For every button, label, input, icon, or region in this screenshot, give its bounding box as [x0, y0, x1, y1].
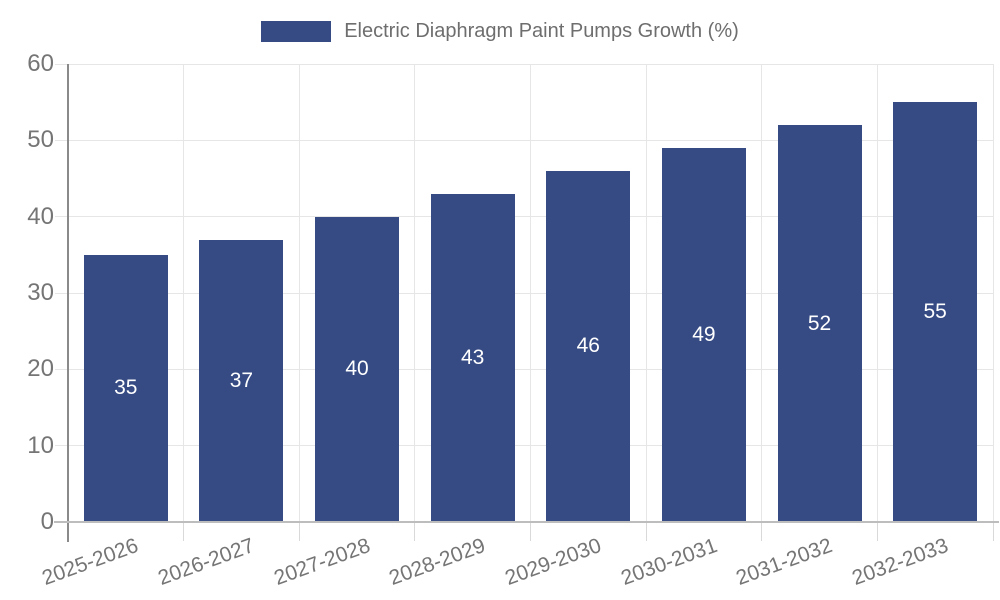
bar — [83, 254, 168, 522]
bar — [430, 193, 515, 522]
x-tick — [992, 522, 994, 541]
y-tick — [55, 445, 68, 447]
y-tick-label: 20 — [27, 355, 54, 383]
x-tick-label: 2031-2032 — [733, 534, 836, 590]
y-tick — [55, 216, 68, 218]
bar — [661, 147, 746, 522]
legend-swatch — [261, 20, 332, 42]
bar-value-label: 37 — [229, 368, 254, 392]
bar-value-label: 35 — [114, 376, 138, 400]
bar-value-label: 52 — [807, 311, 832, 335]
bar-value-label: 43 — [461, 345, 485, 369]
bar-value-label: 55 — [923, 300, 947, 324]
x-tick-label: 2029-2030 — [501, 534, 605, 590]
x-tick — [414, 522, 416, 541]
y-tick-label: 60 — [27, 50, 54, 77]
bar-value-label: 46 — [576, 334, 600, 358]
x-gridline — [298, 64, 300, 522]
y-tick-label: 0 — [40, 508, 54, 535]
y-axis-line — [67, 64, 69, 542]
y-tick — [55, 63, 68, 65]
y-tick-label: 30 — [27, 279, 54, 306]
x-gridline — [530, 64, 531, 522]
x-gridline — [761, 64, 763, 522]
x-tick-label: 2032-2033 — [848, 534, 952, 590]
y-tick — [55, 139, 68, 141]
bar — [777, 125, 862, 522]
x-tick-label: 2025-2026 — [39, 534, 142, 590]
x-gridline — [876, 64, 878, 522]
x-tick-label: 2028-2029 — [386, 534, 489, 590]
x-tick — [530, 522, 531, 541]
x-tick — [876, 522, 878, 541]
x-gridline — [414, 64, 416, 522]
bar — [893, 102, 978, 522]
x-tick-label: 2026-2027 — [155, 534, 258, 590]
y-tick-label: 40 — [27, 202, 54, 230]
y-tick — [55, 292, 68, 294]
legend-label: Electric Diaphragm Paint Pumps Growth (%… — [344, 20, 739, 42]
x-axis-line — [54, 521, 999, 523]
x-tick-label: 2030-2031 — [617, 534, 720, 590]
bar — [315, 216, 400, 522]
bar-value-label: 40 — [345, 357, 369, 381]
x-tick — [761, 522, 763, 541]
x-gridline — [183, 64, 185, 522]
x-gridline — [992, 64, 994, 522]
x-tick-label: 2027-2028 — [270, 534, 373, 590]
y-tick-label: 10 — [27, 431, 54, 459]
y-tick-label: 50 — [27, 126, 54, 154]
x-tick — [183, 522, 185, 541]
y-tick — [55, 368, 68, 370]
x-gridline — [645, 64, 647, 522]
bar — [546, 170, 631, 522]
legend: Electric Diaphragm Paint Pumps Growth (%… — [0, 18, 1000, 44]
x-tick — [645, 522, 647, 541]
x-tick — [298, 522, 300, 541]
bar-value-label: 49 — [692, 322, 716, 346]
bar — [199, 239, 284, 522]
plot-area: 0 10 20 30 40 50 60 35 37 40 43 46 49 52 55 2025-2026 20… — [27, 52, 999, 590]
